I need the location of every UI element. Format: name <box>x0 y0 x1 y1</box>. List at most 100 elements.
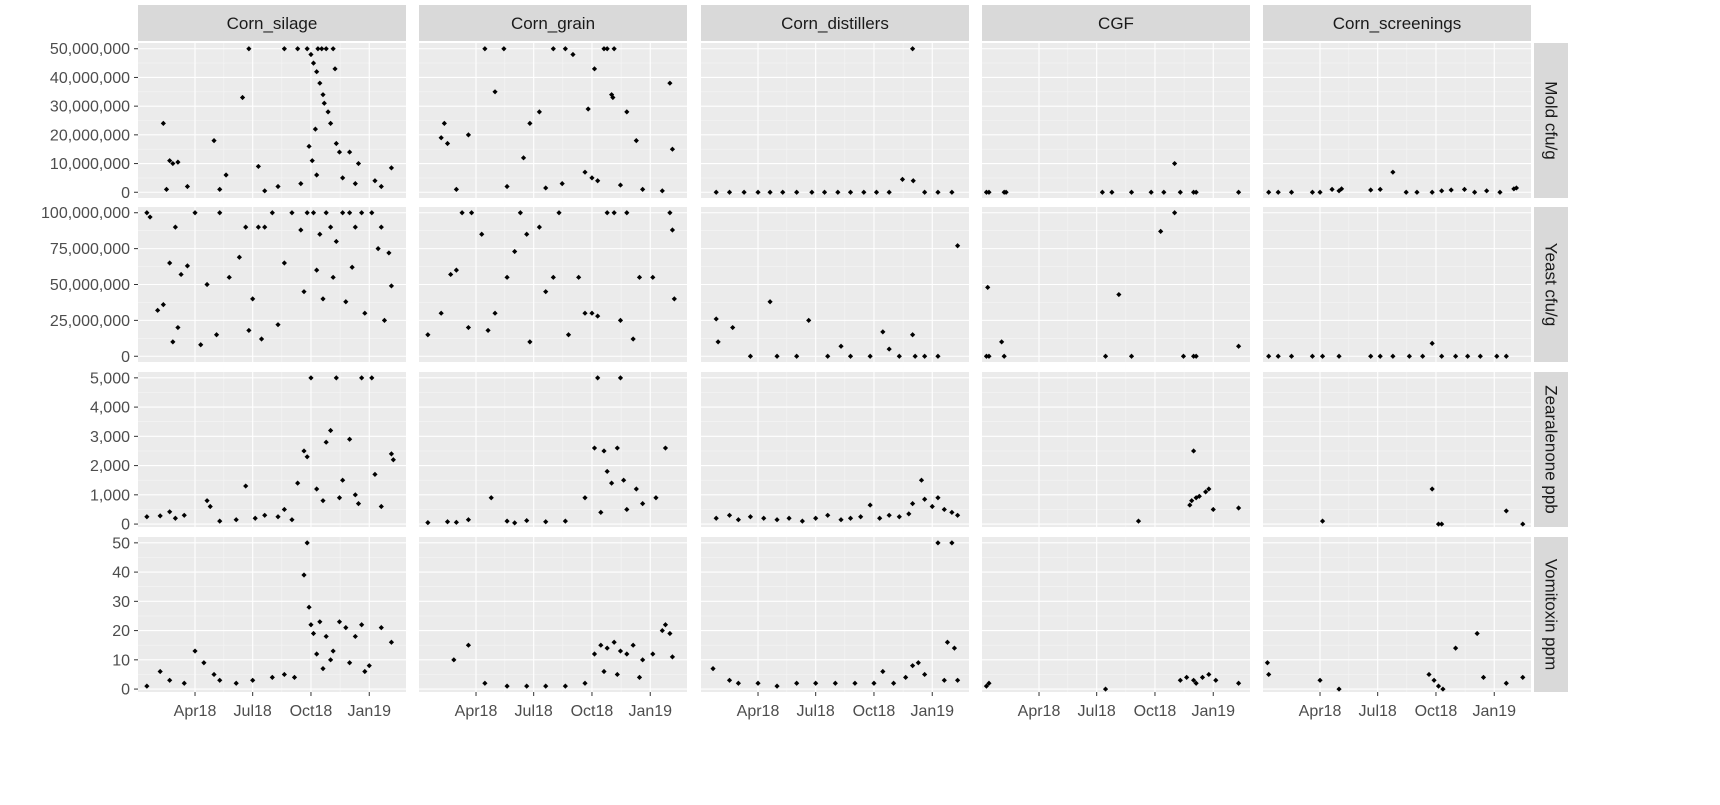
x-tick-label: Oct18 <box>1415 703 1458 720</box>
data-point <box>314 267 320 273</box>
data-point <box>233 680 239 686</box>
data-point <box>255 224 261 230</box>
x-axes: Apr18 Jul18 Oct18 Jan19 Apr18 Jul18 Oct18 Jan19… <box>174 692 1516 720</box>
panel-yeast-cfu-g-corn-grain <box>419 207 687 362</box>
data-point <box>536 109 542 115</box>
data-point <box>488 495 494 501</box>
data-point <box>582 495 588 501</box>
data-point <box>1309 353 1316 359</box>
data-point <box>246 46 252 52</box>
data-point <box>543 289 549 295</box>
data-point <box>309 158 315 164</box>
data-point <box>1431 677 1437 683</box>
data-point <box>255 163 261 170</box>
data-point <box>1235 680 1242 686</box>
data-point <box>281 260 287 266</box>
data-point <box>453 519 459 525</box>
data-point <box>726 512 733 518</box>
data-point <box>562 46 568 52</box>
data-point <box>667 80 673 86</box>
data-point <box>1193 189 1199 195</box>
data-point <box>1172 210 1178 216</box>
points-yeast-cfu-g-cgf <box>983 210 1242 359</box>
data-point <box>1180 353 1187 359</box>
panel-background <box>138 372 406 527</box>
data-point <box>624 109 630 115</box>
panel-background <box>1263 372 1531 527</box>
data-point <box>877 515 883 521</box>
data-point <box>492 89 498 95</box>
data-point <box>448 271 454 278</box>
data-point <box>794 680 800 686</box>
data-point <box>767 189 773 195</box>
data-point <box>482 46 488 52</box>
data-point <box>388 639 395 645</box>
panel-background <box>701 537 969 692</box>
data-point <box>935 540 941 546</box>
x-axis-corn-grain: Apr18 Jul18 Oct18 Jan19 <box>455 692 672 720</box>
y-tick-label: 20 <box>112 623 130 640</box>
data-point <box>935 495 941 501</box>
points-vomitoxin-ppm-corn-distillers <box>710 540 961 689</box>
points-vomitoxin-ppm-cgf <box>983 671 1242 692</box>
panel-zearalenone-ppb-corn-screenings <box>1263 372 1531 527</box>
row-strip-yeast-cfu-g: Yeast cfu/g <box>1534 207 1568 362</box>
data-point <box>492 310 498 316</box>
data-point <box>710 666 716 672</box>
data-point <box>184 183 191 190</box>
data-point <box>304 454 310 460</box>
data-point <box>999 339 1005 345</box>
data-point <box>1461 186 1468 192</box>
data-point <box>550 46 556 52</box>
data-point <box>213 332 220 338</box>
y-tick-label: 10 <box>112 652 130 669</box>
column-strip-label: Corn_distillers <box>781 14 889 33</box>
data-point <box>310 60 317 66</box>
data-point <box>269 210 275 216</box>
data-point <box>504 683 510 689</box>
panel-yeast-cfu-g-corn-silage <box>138 207 406 362</box>
data-point <box>298 227 304 233</box>
y-axes: 0 10,000,000 20,000,000 30,000,000 40,000,00… <box>41 41 138 699</box>
data-point <box>343 299 349 305</box>
data-point <box>1309 189 1316 195</box>
data-point <box>730 324 736 331</box>
panel-mold-cfu-g-corn-silage <box>138 43 406 198</box>
column-strip-corn-grain: Corn_grain <box>419 5 687 41</box>
data-point <box>809 189 815 195</box>
data-point <box>340 210 346 216</box>
data-point <box>204 498 210 504</box>
data-point <box>847 353 854 359</box>
data-point <box>504 274 510 280</box>
data-point <box>912 353 918 359</box>
data-point <box>438 310 444 316</box>
data-point <box>630 642 636 648</box>
y-tick-label: 3,000 <box>90 429 130 446</box>
data-point <box>941 506 947 513</box>
data-point <box>172 224 178 230</box>
data-point <box>1439 353 1445 359</box>
data-point <box>352 224 358 230</box>
data-point <box>304 46 310 52</box>
data-point <box>589 175 595 181</box>
data-point <box>314 69 320 75</box>
data-point <box>1275 353 1281 359</box>
data-point <box>1336 353 1342 359</box>
panel-background <box>982 537 1250 692</box>
data-point <box>425 520 431 526</box>
data-point <box>611 210 617 216</box>
data-point <box>378 625 384 631</box>
data-point <box>589 310 595 316</box>
data-point <box>614 671 620 678</box>
data-point <box>713 316 719 322</box>
data-point <box>468 210 475 216</box>
data-point <box>160 301 166 308</box>
data-point <box>388 283 395 289</box>
data-point <box>317 80 323 86</box>
data-point <box>735 517 741 523</box>
data-point <box>595 313 601 319</box>
data-point <box>291 674 298 680</box>
data-point <box>617 182 624 188</box>
y-axis-vomitoxin-ppm: 0 10 20 30 40 50 <box>112 535 138 699</box>
x-tick-label: Apr18 <box>455 703 498 720</box>
